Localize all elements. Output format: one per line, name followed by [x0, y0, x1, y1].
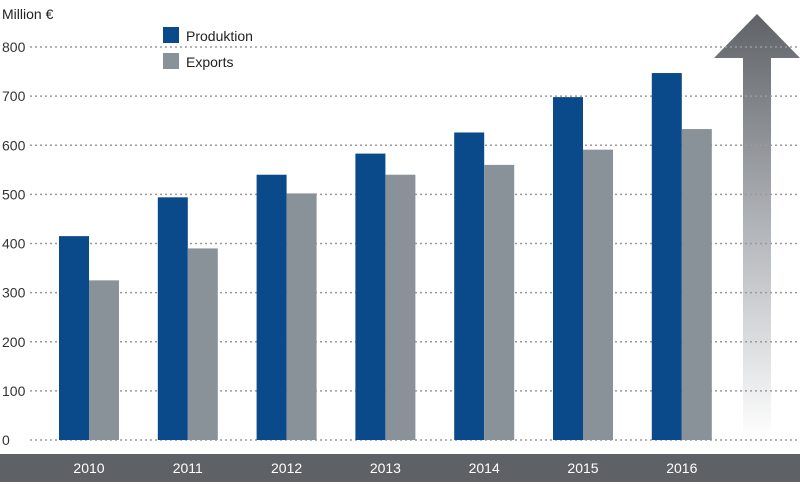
bar-produktion-2012	[256, 174, 287, 440]
bar-exports-2016	[681, 129, 712, 440]
bar-exports-2014	[484, 164, 515, 440]
bar-produktion-2010	[59, 236, 89, 440]
y-tick-label: 100	[2, 383, 26, 399]
bar-produktion-2015	[553, 97, 583, 441]
y-tick-label: 500	[2, 186, 26, 202]
bars	[59, 73, 712, 441]
x-tick-label: 2015	[567, 460, 598, 476]
x-tick-label: 2012	[271, 460, 302, 476]
y-tick-label: 300	[2, 285, 26, 301]
bar-produktion-2014	[454, 132, 485, 441]
y-tick-label: 700	[2, 88, 26, 104]
x-tick-label: 2014	[469, 460, 500, 476]
bar-exports-2013	[385, 174, 416, 440]
x-axis-labels: 2010 2011 2012 2013 2014 2015 2016	[73, 460, 697, 476]
bar-exports-2010	[89, 280, 119, 440]
bar-exports-2011	[187, 248, 218, 440]
legend: Produktion Exports	[163, 27, 253, 70]
bar-exports-2012	[286, 193, 317, 440]
y-axis-unit-label: Million €	[2, 6, 54, 22]
legend-swatch-exports	[163, 53, 179, 69]
bar-exports-2015	[583, 149, 613, 440]
y-axis-ticks: 0 100 200 300 400 500 600 700 800	[2, 39, 26, 448]
y-tick-label: 200	[2, 334, 26, 350]
bar-produktion-2016	[651, 73, 682, 440]
upward-arrow-icon	[714, 14, 800, 440]
bar-produktion-2013	[355, 153, 386, 440]
legend-swatch-produktion	[163, 27, 179, 43]
x-tick-label: 2010	[73, 460, 104, 476]
y-tick-label: 600	[2, 137, 26, 153]
bar-produktion-2011	[157, 197, 188, 440]
y-tick-label: 0	[2, 432, 10, 448]
legend-label-exports: Exports	[186, 54, 233, 70]
x-axis-band	[0, 454, 800, 482]
y-tick-label: 800	[2, 39, 26, 55]
x-tick-label: 2013	[370, 460, 401, 476]
x-tick-label: 2016	[666, 460, 697, 476]
legend-label-produktion: Produktion	[186, 28, 253, 44]
y-tick-label: 400	[2, 236, 26, 252]
x-tick-label: 2011	[173, 460, 203, 476]
